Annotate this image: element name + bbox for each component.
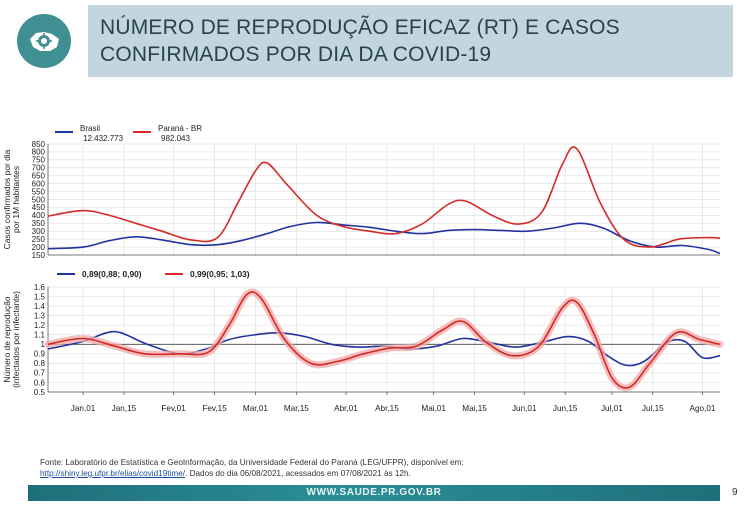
series-line-parana xyxy=(47,146,721,248)
y-tick-label: 200 xyxy=(32,243,46,252)
x-tick-label: Mar,15 xyxy=(284,404,309,413)
legend-label: 0,89(0,88; 0,90) xyxy=(82,269,142,279)
source-text: Fonte: Laboratório de Estatística e GeoI… xyxy=(40,458,464,467)
y-tick-label: 700 xyxy=(32,164,46,173)
x-tick-label: Fev,15 xyxy=(202,404,227,413)
footer-bar: WWW.SAUDE.PR.GOV.BR xyxy=(28,485,720,501)
y-tick-label: 0.6 xyxy=(34,378,46,387)
x-tick-label: Jun,15 xyxy=(553,404,578,413)
x-tick-label: Jun,01 xyxy=(512,404,537,413)
y-tick-label: 1.1 xyxy=(34,331,46,340)
y-axis-title: Casos confirmados por dia xyxy=(2,149,12,249)
footer-url[interactable]: WWW.SAUDE.PR.GOV.BR xyxy=(306,487,442,498)
y-tick-label: 350 xyxy=(32,219,46,228)
y-axis-title: Número de reprodução xyxy=(2,296,12,382)
y-tick-label: 550 xyxy=(32,187,46,196)
y-tick-label: 0.5 xyxy=(34,388,46,397)
y-tick-label: 1.6 xyxy=(34,283,46,292)
legend-label: 0,99(0,95; 1,03) xyxy=(190,269,250,279)
y-tick-label: 850 xyxy=(32,140,46,149)
x-tick-label: Ago,01 xyxy=(689,404,715,413)
x-tick-label: Abr,01 xyxy=(334,404,358,413)
source-link[interactable]: http://shiny.leg.ufpr.br/elias/covid19ti… xyxy=(40,469,186,478)
x-tick-label: Jul,01 xyxy=(601,404,623,413)
y-tick-label: 650 xyxy=(32,172,46,181)
y-tick-label: 1.5 xyxy=(34,292,46,301)
y-axis-title: (infectados por infectante) xyxy=(11,291,21,388)
x-tick-label: Abr,15 xyxy=(375,404,399,413)
y-tick-label: 450 xyxy=(32,203,46,212)
source-note: Fonte: Laboratório de Estatística e GeoI… xyxy=(40,457,560,479)
y-tick-label: 500 xyxy=(32,195,46,204)
y-tick-label: 1 xyxy=(41,340,46,349)
x-tick-label: Mar,01 xyxy=(243,404,268,413)
y-tick-label: 1.4 xyxy=(34,302,46,311)
virus-parana-map-icon xyxy=(17,14,71,68)
y-tick-label: 1.3 xyxy=(34,311,46,320)
charts-area: 1502002503003504004505005506006507007508… xyxy=(2,124,724,413)
y-tick-label: 1.2 xyxy=(34,321,46,330)
y-tick-label: 300 xyxy=(32,227,46,236)
source-date-text: . Dados do dia 06/08/2021, acessados em … xyxy=(185,469,411,478)
y-tick-label: 150 xyxy=(32,251,46,260)
rt-line-parana xyxy=(47,291,721,389)
page-number: 9 xyxy=(732,487,738,498)
y-tick-label: 600 xyxy=(32,179,46,188)
y-tick-label: 400 xyxy=(32,211,46,220)
y-tick-label: 0.7 xyxy=(34,369,46,378)
y-axis-title: por 1M habitantes xyxy=(11,166,21,233)
x-tick-label: Jan,15 xyxy=(112,404,137,413)
x-tick-label: Jan,01 xyxy=(71,404,96,413)
x-tick-label: Mai,15 xyxy=(462,404,487,413)
legend-detail: 12.432.773 xyxy=(83,134,124,143)
y-tick-label: 250 xyxy=(32,235,46,244)
x-tick-label: Fev,01 xyxy=(161,404,186,413)
y-tick-label: 0.9 xyxy=(34,350,46,359)
y-tick-label: 800 xyxy=(32,148,46,157)
page-title: NÚMERO DE REPRODUÇÃO EFICAZ (RT) E CASOS… xyxy=(100,16,620,66)
legend-detail: 982.043 xyxy=(161,134,190,143)
legend-label: Brasil xyxy=(80,124,100,133)
legend-label: Paraná - BR xyxy=(158,124,202,133)
y-tick-label: 750 xyxy=(32,156,46,165)
x-tick-label: Mai,01 xyxy=(421,404,446,413)
x-tick-label: Jul,15 xyxy=(642,404,664,413)
title-banner: NÚMERO DE REPRODUÇÃO EFICAZ (RT) E CASOS… xyxy=(88,5,733,77)
y-tick-label: 0.8 xyxy=(34,359,46,368)
